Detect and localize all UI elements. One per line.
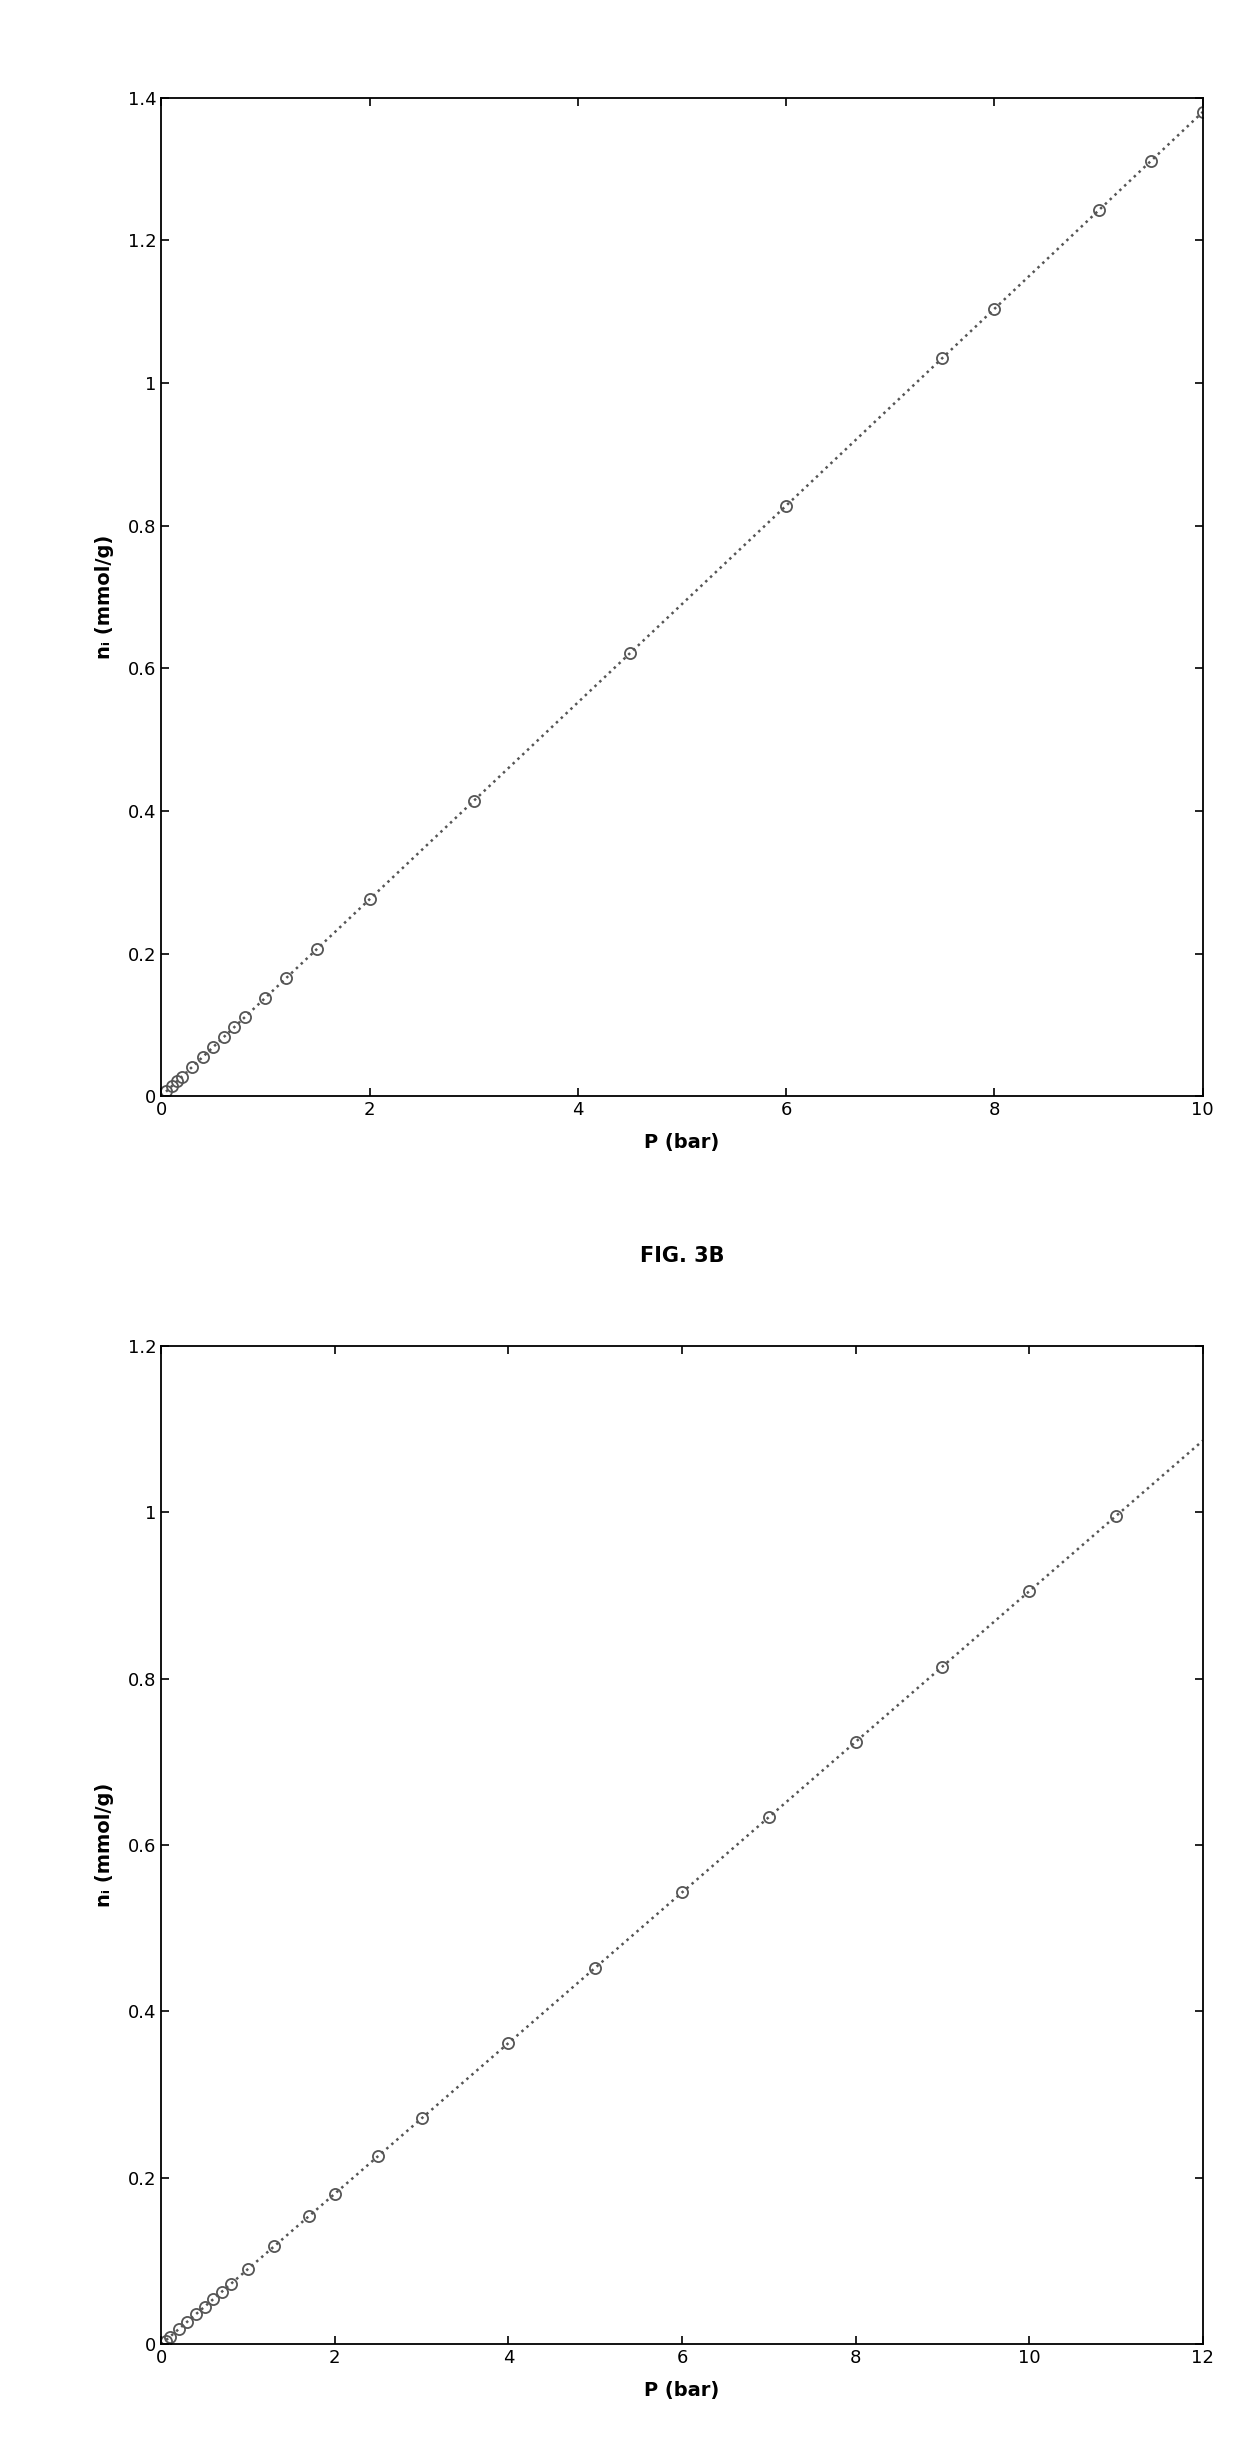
- Text: FIG. 3B: FIG. 3B: [640, 1245, 724, 1265]
- X-axis label: P (bar): P (bar): [645, 1133, 719, 1153]
- X-axis label: P (bar): P (bar): [645, 2381, 719, 2400]
- Y-axis label: nᵢ (mmol/g): nᵢ (mmol/g): [94, 535, 114, 659]
- Y-axis label: nᵢ (mmol/g): nᵢ (mmol/g): [94, 1783, 114, 1907]
